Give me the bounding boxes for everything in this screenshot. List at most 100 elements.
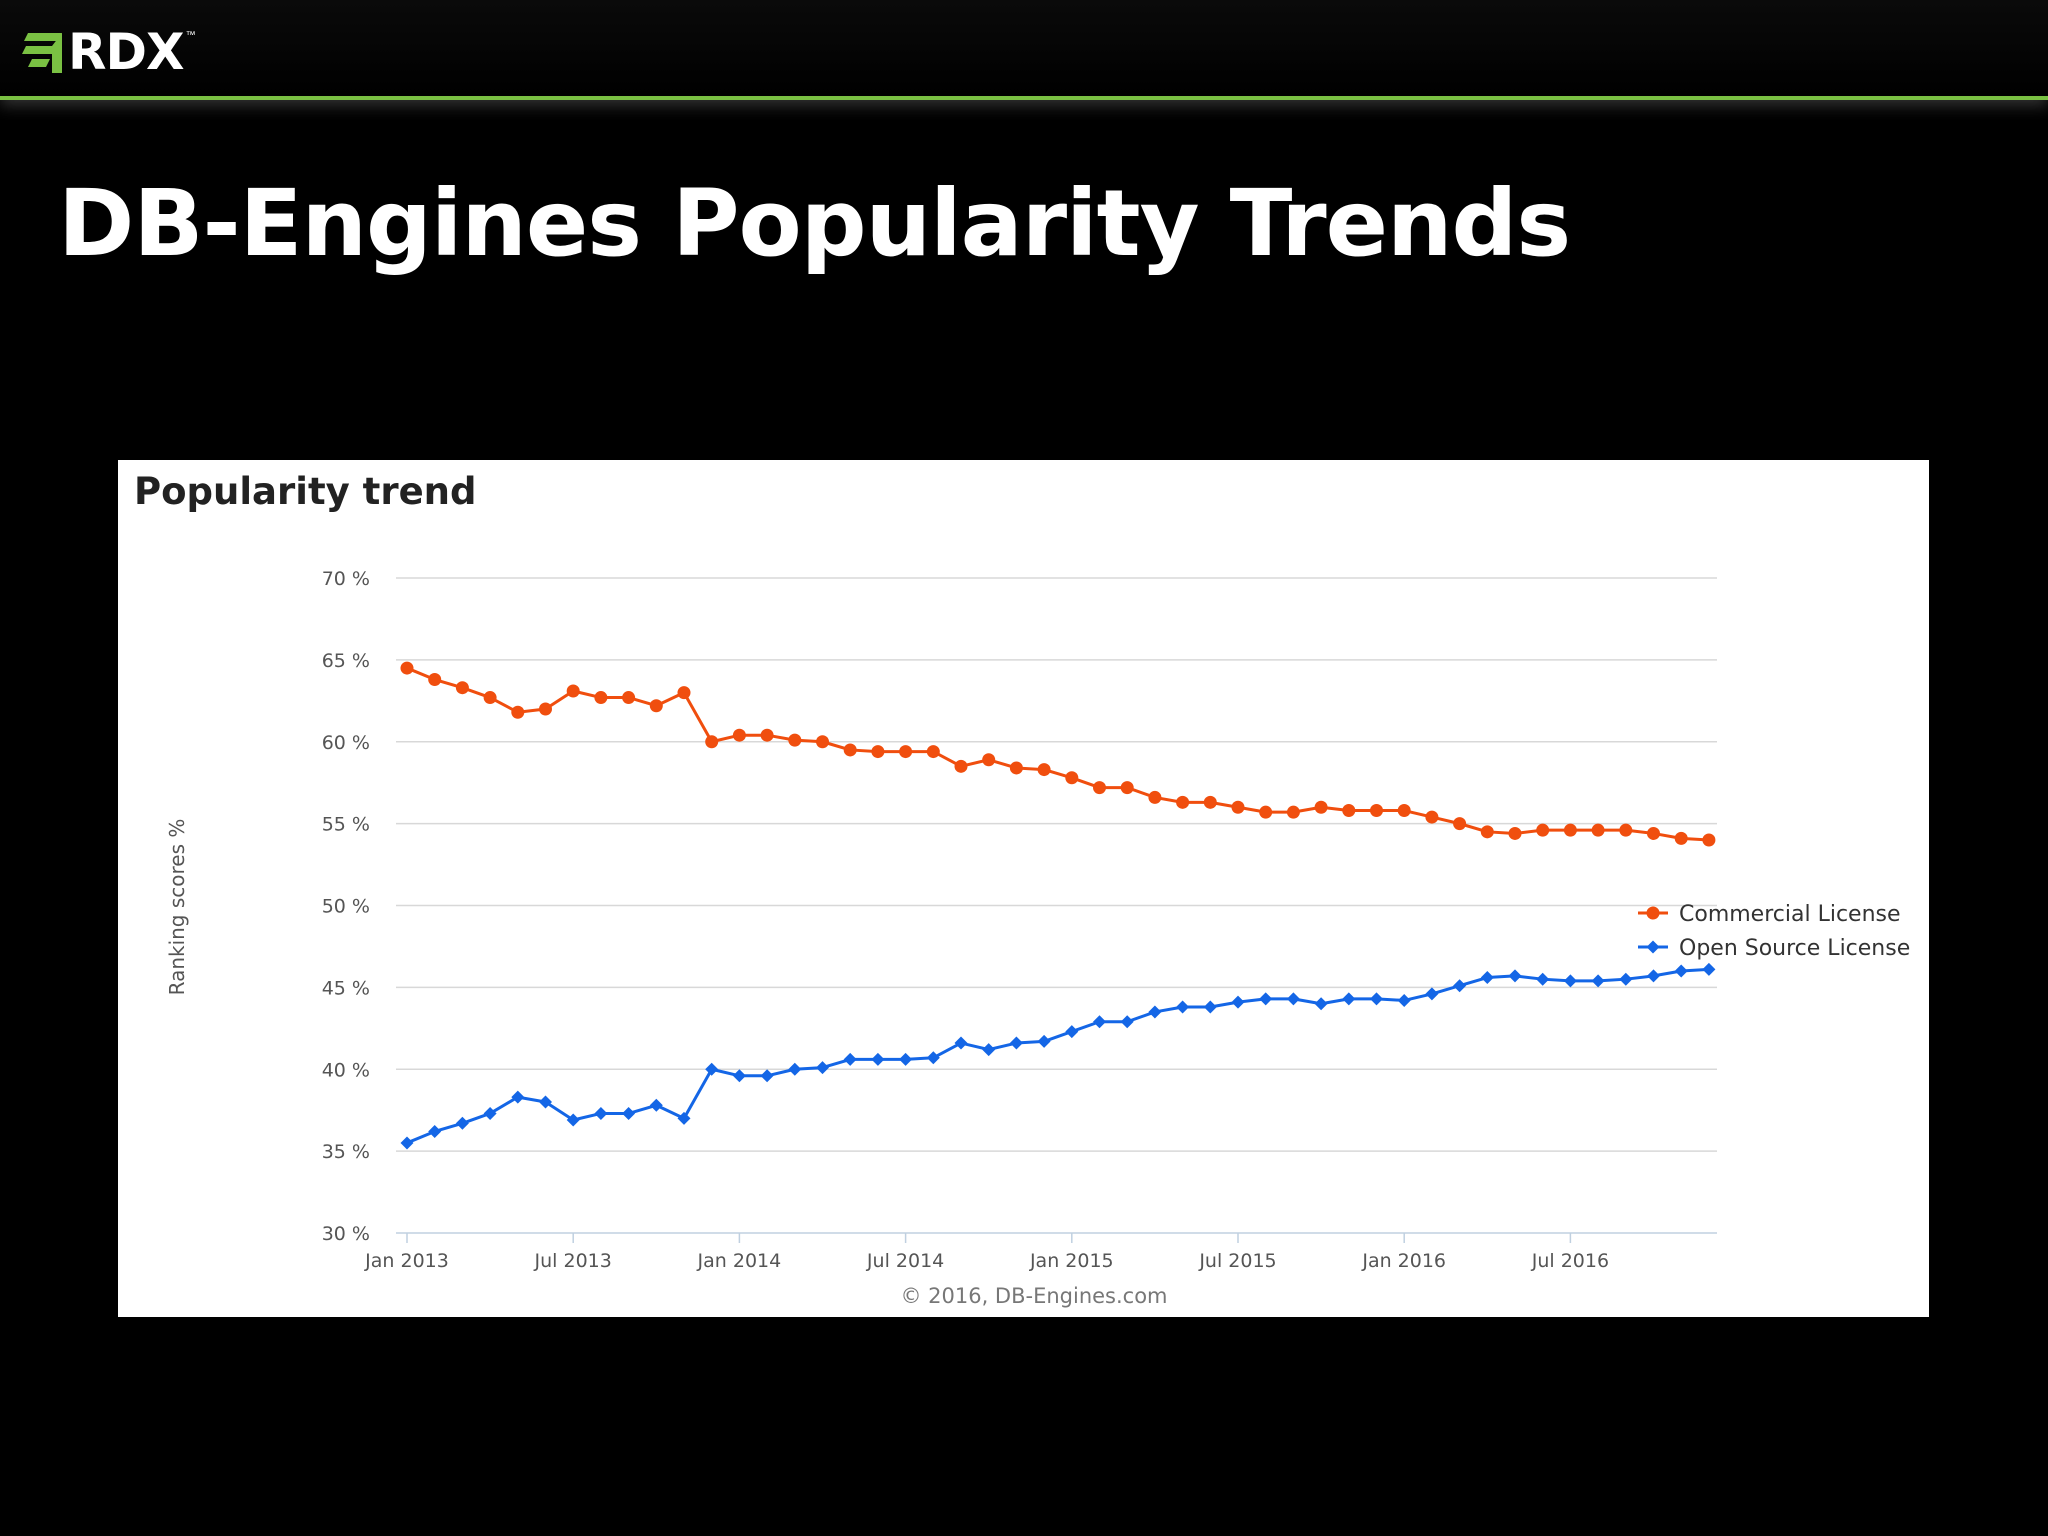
data-point: [622, 1106, 636, 1120]
data-point: [1647, 969, 1660, 983]
data-point: [566, 1113, 580, 1127]
data-point: [455, 681, 469, 695]
data-point: [1314, 997, 1328, 1011]
data-point: [1702, 962, 1716, 976]
data-point: [677, 1111, 691, 1125]
data-point: [1093, 781, 1106, 795]
data-point: [1508, 826, 1522, 840]
data-point: [677, 686, 691, 700]
y-tick-label: 50 %: [322, 896, 370, 918]
data-point: [1591, 974, 1605, 988]
data-point: [1342, 804, 1356, 818]
data-point: [1647, 826, 1660, 840]
data-point: [1370, 804, 1383, 818]
data-point: [1619, 972, 1633, 986]
data-point: [982, 753, 996, 767]
y-tick-label: 40 %: [322, 1059, 370, 1081]
data-point: [1065, 1025, 1079, 1039]
data-point: [1370, 992, 1383, 1006]
data-point: [1037, 763, 1051, 777]
data-point: [871, 1052, 885, 1066]
data-point: [1536, 972, 1550, 986]
data-point: [705, 1062, 719, 1076]
data-point: [760, 728, 774, 742]
data-point: [1286, 805, 1300, 819]
y-tick-label: 30 %: [322, 1223, 370, 1245]
x-tick-label: Jul 2015: [1198, 1250, 1276, 1272]
x-tick-label: Jul 2013: [534, 1250, 612, 1272]
y-tick-label: 45 %: [322, 977, 370, 999]
data-point: [899, 1052, 913, 1066]
data-point: [732, 1069, 746, 1083]
data-point: [1591, 823, 1605, 837]
data-point: [1259, 992, 1273, 1006]
data-point: [1674, 831, 1688, 845]
data-point: [871, 745, 885, 759]
data-point: [1148, 1005, 1162, 1019]
data-point: [1702, 833, 1716, 847]
data-point: [1259, 805, 1273, 819]
data-point: [1093, 1015, 1106, 1029]
data-point: [1480, 825, 1494, 839]
data-point: [705, 735, 719, 749]
y-tick-label: 55 %: [322, 814, 370, 836]
data-point: [982, 1043, 996, 1057]
chart-legend: Commercial License Open Source License: [1638, 902, 1910, 961]
data-point: [1314, 800, 1328, 814]
data-point: [1425, 987, 1439, 1001]
data-point: [1231, 995, 1245, 1009]
data-point: [594, 691, 608, 705]
x-tick-label: Jan 2016: [1361, 1250, 1446, 1272]
data-point: [539, 1095, 552, 1109]
x-tick-label: Jan 2015: [1029, 1250, 1114, 1272]
data-point: [1453, 979, 1467, 993]
x-tick-label: Jul 2016: [1531, 1250, 1609, 1272]
y-tick-label: 70 %: [322, 568, 370, 590]
data-point: [428, 1124, 442, 1138]
data-point: [649, 699, 663, 713]
data-point: [1120, 781, 1134, 795]
data-point: [1203, 795, 1217, 809]
data-point: [1176, 1000, 1190, 1014]
chart-series: [400, 661, 1716, 1150]
data-point: [1286, 992, 1300, 1006]
series-commercial-license: [400, 661, 1716, 847]
logo-trademark: ™: [185, 30, 196, 41]
legend-item-label: Open Source License: [1679, 936, 1910, 961]
data-point: [1176, 795, 1190, 809]
y-axis-label: Ranking scores %: [165, 819, 189, 996]
data-point: [816, 1061, 829, 1075]
data-point: [1619, 823, 1633, 837]
data-point: [1009, 761, 1023, 775]
data-point: [1009, 1036, 1023, 1050]
data-point: [1508, 969, 1522, 983]
data-point: [594, 1106, 608, 1120]
data-point: [400, 661, 414, 675]
data-point: [1563, 974, 1577, 988]
chart-panel: Popularity trend 70 % 65 % 60 % 55 % 50 % 45 …: [118, 460, 1929, 1317]
x-axis-ticks: Jan 2013 Jul 2013 Jan 2014 Jul 2014 Jan 2015…: [364, 1233, 1609, 1272]
rdx-logo-mark-icon: [22, 33, 62, 73]
legend-marker: [1646, 906, 1660, 920]
data-point: [954, 759, 968, 773]
rdx-logo: RDX ™: [22, 26, 196, 78]
data-point: [539, 702, 552, 716]
data-point: [566, 684, 580, 698]
data-point: [1120, 1015, 1134, 1029]
data-point: [760, 1069, 774, 1083]
data-point: [926, 1051, 940, 1065]
data-point: [954, 1036, 968, 1050]
data-point: [511, 1090, 525, 1104]
chart-title: Popularity trend: [134, 470, 477, 513]
y-axis-ticks: 70 % 65 % 60 % 55 % 50 % 45 % 40 % 35 % 30 %: [322, 568, 370, 1245]
data-point: [483, 691, 497, 705]
chart-credit: © 2016, DB-Engines.com: [900, 1284, 1167, 1308]
data-point: [843, 1052, 857, 1066]
data-point: [622, 691, 636, 705]
data-point: [1148, 790, 1162, 804]
x-tick-label: Jan 2013: [364, 1250, 449, 1272]
x-tick-label: Jan 2014: [697, 1250, 782, 1272]
data-point: [428, 673, 442, 687]
data-point: [455, 1116, 469, 1130]
y-tick-label: 35 %: [322, 1141, 370, 1163]
